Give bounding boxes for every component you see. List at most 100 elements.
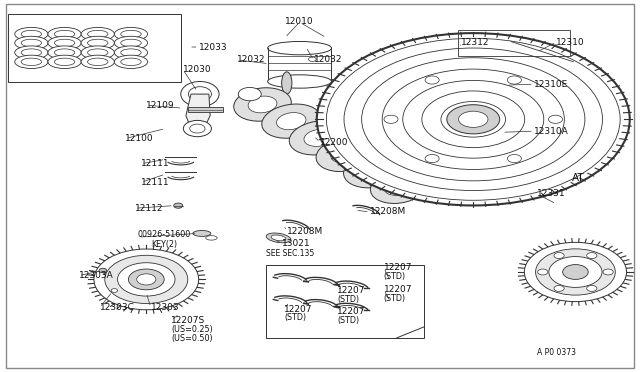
Ellipse shape <box>538 269 548 275</box>
Ellipse shape <box>15 55 48 68</box>
Text: 12207: 12207 <box>384 263 412 272</box>
Ellipse shape <box>344 48 602 190</box>
Ellipse shape <box>105 255 188 304</box>
Text: (STD): (STD) <box>384 272 406 280</box>
Ellipse shape <box>81 55 115 68</box>
Ellipse shape <box>88 39 108 46</box>
Ellipse shape <box>81 46 115 59</box>
Ellipse shape <box>548 115 563 124</box>
Ellipse shape <box>54 58 75 65</box>
Text: A P0 0373: A P0 0373 <box>537 347 576 356</box>
Ellipse shape <box>21 49 42 56</box>
Ellipse shape <box>304 129 333 146</box>
Text: 12207: 12207 <box>284 305 313 314</box>
Text: 12200: 12200 <box>320 138 349 147</box>
Ellipse shape <box>180 81 219 107</box>
Text: 13021: 13021 <box>282 238 310 248</box>
Text: (US=0.25): (US=0.25) <box>172 325 213 334</box>
Ellipse shape <box>441 102 506 137</box>
Text: 12207S: 12207S <box>172 316 205 325</box>
Text: (US=0.50): (US=0.50) <box>172 334 213 343</box>
Ellipse shape <box>266 233 291 243</box>
Ellipse shape <box>88 31 108 38</box>
Ellipse shape <box>422 91 525 148</box>
Ellipse shape <box>282 72 292 94</box>
Text: 12010: 12010 <box>285 17 314 26</box>
Ellipse shape <box>425 154 439 163</box>
Ellipse shape <box>508 154 522 163</box>
Ellipse shape <box>508 76 522 84</box>
Ellipse shape <box>121 31 141 38</box>
Text: AT: AT <box>572 173 585 183</box>
Text: (STD): (STD) <box>337 316 360 325</box>
Ellipse shape <box>587 253 597 259</box>
Ellipse shape <box>48 36 81 49</box>
Ellipse shape <box>15 28 48 41</box>
Text: 12033: 12033 <box>198 42 227 51</box>
Ellipse shape <box>425 76 439 84</box>
Ellipse shape <box>447 105 500 134</box>
Ellipse shape <box>384 115 398 124</box>
Ellipse shape <box>205 235 217 240</box>
Text: 12032: 12032 <box>237 55 266 64</box>
Ellipse shape <box>326 38 620 200</box>
Ellipse shape <box>403 176 442 198</box>
Ellipse shape <box>371 171 426 203</box>
Ellipse shape <box>234 88 291 121</box>
Ellipse shape <box>188 87 211 102</box>
Ellipse shape <box>362 58 585 181</box>
Ellipse shape <box>459 111 488 127</box>
Text: 12112: 12112 <box>135 204 163 213</box>
Ellipse shape <box>137 274 156 285</box>
Text: 12331: 12331 <box>537 189 566 198</box>
Ellipse shape <box>248 96 277 113</box>
Ellipse shape <box>276 113 306 130</box>
Ellipse shape <box>563 264 588 279</box>
Ellipse shape <box>524 242 627 302</box>
Ellipse shape <box>271 235 286 241</box>
Ellipse shape <box>15 36 48 49</box>
Ellipse shape <box>316 137 375 171</box>
Ellipse shape <box>173 203 182 208</box>
Ellipse shape <box>121 39 141 46</box>
Ellipse shape <box>121 49 141 56</box>
Ellipse shape <box>403 80 544 158</box>
Ellipse shape <box>238 87 261 101</box>
Ellipse shape <box>54 31 75 38</box>
Text: 12310E: 12310E <box>534 80 568 89</box>
Ellipse shape <box>54 49 75 56</box>
Text: (STD): (STD) <box>284 313 307 322</box>
Text: 12310: 12310 <box>556 38 585 47</box>
Ellipse shape <box>554 253 564 259</box>
Text: 12303C: 12303C <box>100 303 134 312</box>
Ellipse shape <box>115 55 148 68</box>
Text: 12032: 12032 <box>314 55 342 64</box>
Bar <box>458 31 570 55</box>
Ellipse shape <box>88 49 108 56</box>
Text: 12207: 12207 <box>337 307 365 316</box>
Text: SEE SEC.135: SEE SEC.135 <box>266 249 314 258</box>
Text: 12208M: 12208M <box>287 227 323 236</box>
Ellipse shape <box>554 285 564 291</box>
Ellipse shape <box>549 257 602 288</box>
Bar <box>8 14 180 82</box>
Ellipse shape <box>54 39 75 46</box>
Ellipse shape <box>21 31 42 38</box>
Text: 12111: 12111 <box>141 159 170 168</box>
Ellipse shape <box>193 231 211 236</box>
Ellipse shape <box>317 33 630 205</box>
Ellipse shape <box>331 146 360 163</box>
Ellipse shape <box>94 249 198 310</box>
Ellipse shape <box>289 121 348 155</box>
Text: (STD): (STD) <box>337 295 360 304</box>
Ellipse shape <box>81 28 115 41</box>
Polygon shape <box>240 89 432 198</box>
Ellipse shape <box>129 269 164 290</box>
Ellipse shape <box>268 41 332 55</box>
Text: 12310A: 12310A <box>534 126 569 136</box>
Text: 12100: 12100 <box>125 134 154 143</box>
Ellipse shape <box>118 263 175 296</box>
Text: 12109: 12109 <box>147 101 175 110</box>
Text: 12111: 12111 <box>141 178 170 187</box>
Ellipse shape <box>48 28 81 41</box>
